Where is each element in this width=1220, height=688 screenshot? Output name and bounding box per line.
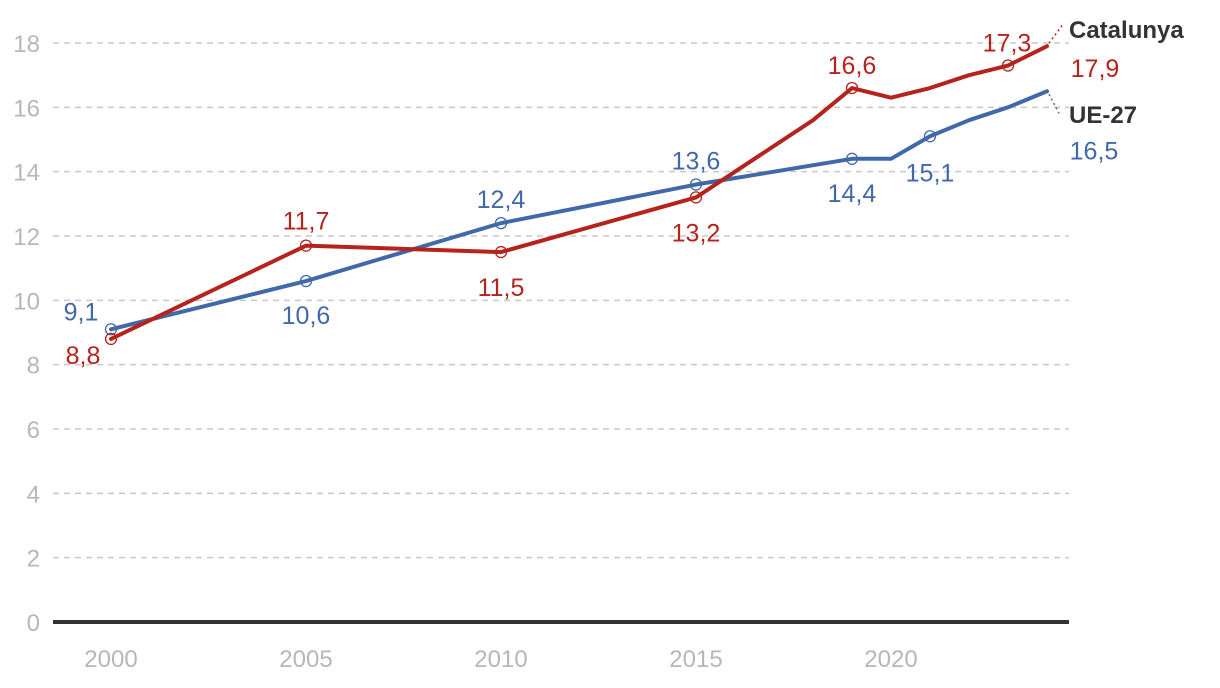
x-tick-label: 2015 — [669, 646, 722, 673]
series-line-catalunya — [109, 44, 1049, 341]
data-label: 17,3 — [983, 30, 1032, 58]
series — [104, 44, 1049, 346]
y-tick-label: 0 — [27, 610, 40, 637]
data-label: 11,7 — [283, 208, 330, 236]
y-tick-label: 12 — [13, 224, 40, 251]
y-tick-label: 14 — [13, 160, 40, 187]
data-label: 15,1 — [906, 159, 955, 187]
series-label-leader — [1048, 93, 1060, 114]
data-point-marker — [494, 216, 508, 230]
data-point-marker — [299, 239, 313, 252]
data-point-marker — [494, 245, 508, 259]
data-point-marker — [845, 81, 859, 95]
data-labels: 9,1 10,6 12,4 13,6 14,4 15,1 16,5 8,8 11,7 11,5 13… — [64, 30, 1120, 370]
data-label: 13,6 — [672, 148, 721, 176]
x-tick-label: 2010 — [474, 646, 527, 673]
data-point-marker — [689, 178, 703, 191]
data-point-marker — [845, 152, 859, 165]
y-tick-label: 6 — [27, 417, 40, 444]
series-line-ue-27 — [109, 89, 1049, 332]
y-tick-label: 16 — [13, 95, 40, 122]
y-tick-label: 8 — [27, 353, 40, 380]
series-name-ue-27: UE-27 — [1069, 102, 1137, 129]
y-axis-ticks: 0 2 4 6 8 10 12 14 16 18 — [13, 31, 40, 637]
gridlines — [53, 42, 1069, 559]
x-tick-label: 2005 — [279, 646, 332, 673]
series-label-leader — [1048, 23, 1064, 44]
y-tick-label: 18 — [13, 31, 40, 58]
data-label: 16,6 — [828, 52, 877, 80]
series-name-catalunya: Catalunya — [1069, 17, 1184, 44]
y-tick-label: 4 — [27, 481, 40, 508]
data-point-marker — [1001, 59, 1015, 72]
data-label: 17,9 — [1071, 55, 1120, 83]
data-label: 9,1 — [64, 298, 99, 326]
x-tick-label: 2000 — [84, 646, 137, 673]
data-point-marker — [923, 130, 937, 143]
data-point-marker — [104, 332, 118, 346]
x-axis-ticks: 2000 2005 2010 2015 2020 — [84, 646, 917, 673]
y-tick-label: 10 — [13, 288, 40, 315]
data-point-marker — [689, 191, 703, 204]
data-label: 10,6 — [282, 302, 331, 330]
data-label: 11,5 — [478, 274, 525, 302]
y-tick-label: 2 — [27, 546, 40, 573]
data-label: 12,4 — [477, 186, 526, 214]
data-label: 16,5 — [1070, 137, 1119, 165]
data-label: 8,8 — [66, 342, 101, 370]
x-tick-label: 2020 — [864, 646, 917, 673]
data-label: 13,2 — [672, 219, 721, 247]
series-name-labels: UE-27 Catalunya — [1048, 17, 1184, 129]
data-point-marker — [104, 323, 118, 336]
data-label: 14,4 — [828, 180, 877, 208]
data-point-marker — [299, 274, 313, 288]
